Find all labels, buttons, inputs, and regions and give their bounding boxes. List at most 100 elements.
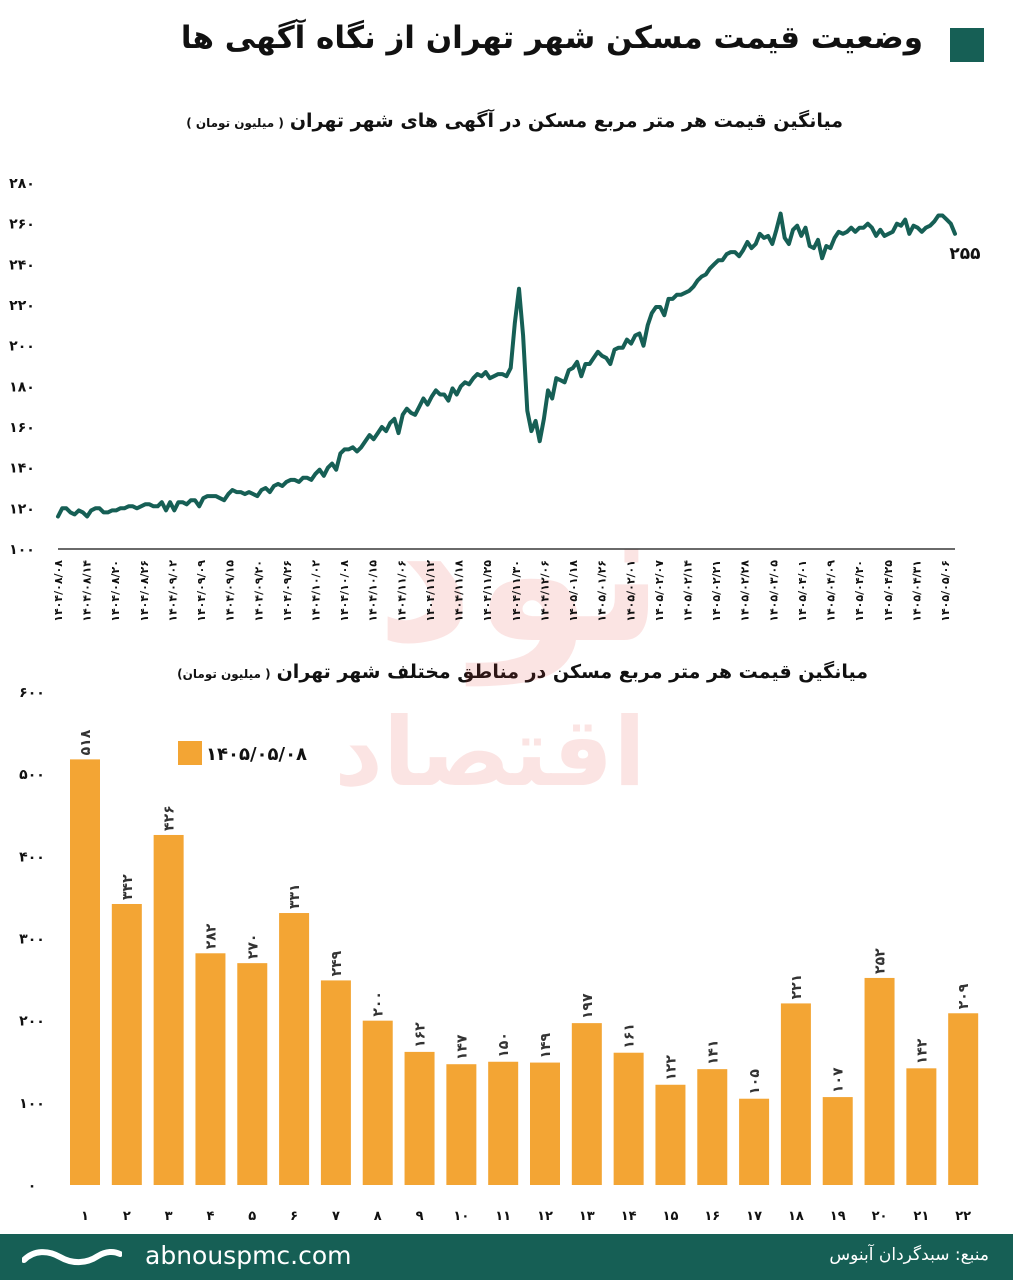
bar-region-22 <box>948 1013 979 1185</box>
line-x-tick-label: ۱۴۰۵/۰۲/۰۱ <box>624 560 637 622</box>
bar-region-21 <box>906 1068 937 1185</box>
bar-region-13 <box>571 1023 602 1185</box>
bar-category-label: ۹ <box>416 1209 424 1224</box>
watermark-text-bottom: اقتصاد <box>334 698 646 808</box>
line-x-tick-label: ۱۴۰۵/۰۲/۱۴ <box>681 560 694 622</box>
bar-category-label: ۷ <box>332 1209 340 1224</box>
bar-value-label: ۱۵۰ <box>496 1032 512 1058</box>
line-y-tick-label: ۱۶۰ <box>9 420 35 436</box>
line-x-tick-label: ۱۴۰۵/۰۱/۱۸ <box>567 560 580 622</box>
line-y-tick-label: ۲۲۰ <box>9 298 35 314</box>
line-x-tick-label: ۱۴۰۵/۰۲/۰۷ <box>653 560 666 622</box>
bar-chart-legend: ۱۴۰۵/۰۵/۰۸ <box>178 741 307 765</box>
bar-value-label: ۴۲۶ <box>162 805 178 831</box>
bar-region-17 <box>739 1098 770 1185</box>
bar-category-label: ۲۰ <box>872 1209 888 1224</box>
bar-value-label: ۲۵۲ <box>873 948 889 974</box>
line-x-tick-label: ۱۴۰۴/۱۰/۱۵ <box>367 560 380 622</box>
bar-chart-unit: ( میلیون تومان) <box>177 667 271 681</box>
line-x-tick-label: ۱۴۰۵/۰۴/۲۵ <box>882 560 895 622</box>
bar-region-3 <box>153 834 184 1185</box>
bar-value-label: ۲۷۰ <box>245 934 261 960</box>
bar-region-10 <box>446 1064 477 1185</box>
bar-category-label: ۱۵ <box>663 1209 679 1224</box>
line-x-tick-label: ۱۴۰۴/۱۱/۰۶ <box>395 560 408 622</box>
legend-swatch <box>178 741 202 765</box>
bar-region-6 <box>279 913 310 1185</box>
legend-label: ۱۴۰۵/۰۵/۰۸ <box>206 744 307 765</box>
bar-chart-axes: ۰ ۱۰۰ ۲۰۰ ۳۰۰ ۴۰۰ ۵۰۰ ۶۰۰ <box>19 685 45 1194</box>
bar-value-label: ۱۴۹ <box>538 1032 554 1058</box>
bar-y-tick-label: ۶۰۰ <box>19 685 45 701</box>
bar-region-8 <box>362 1020 393 1185</box>
bar-value-label: ۱۰۵ <box>747 1069 763 1095</box>
line-x-tick-label: ۱۴۰۴/۱۱/۳۰ <box>510 560 523 622</box>
source-credit: منبع: سبدگردان آبنوس <box>829 1245 989 1265</box>
bar-category-label: ۵ <box>248 1209 256 1224</box>
bar-region-20 <box>864 977 895 1185</box>
line-chart-title: میانگین قیمت هر متر مربع مسکن در آگهی ها… <box>186 110 843 132</box>
line-x-tick-label: ۱۴۰۴/۱۰/۰۲ <box>310 560 323 622</box>
wave-logo-icon <box>22 1248 122 1266</box>
line-y-tick-label: ۱۸۰ <box>9 379 35 395</box>
bar-chart-title: میانگین قیمت هر متر مربع مسکن در مناطق م… <box>177 661 868 683</box>
bar-y-tick-label: ۲۰۰ <box>19 1014 45 1030</box>
bar-category-label: ۱۸ <box>788 1209 804 1224</box>
line-x-tick-label: ۱۴۰۴/۰۸/۰۸ <box>52 560 65 622</box>
bar-value-label: ۱۲۲ <box>663 1055 679 1081</box>
line-chart-title-text: میانگین قیمت هر متر مربع مسکن در آگهی ها… <box>289 110 843 132</box>
line-chart-unit: ( میلیون تومان ) <box>186 116 284 130</box>
bar-value-label: ۲۲۱ <box>789 974 805 1000</box>
line-x-tick-label: ۱۴۰۴/۰۹/۲۰ <box>252 560 265 622</box>
watermark-text-top: نود <box>376 464 664 687</box>
bar-category-label: ۱۷ <box>746 1209 762 1224</box>
line-x-tick-label: ۱۴۰۵/۰۴/۳۱ <box>910 560 923 622</box>
line-x-tick-label: ۱۴۰۴/۰۸/۲۰ <box>109 560 122 622</box>
bar-region-14 <box>613 1052 644 1185</box>
line-x-tick-label: ۱۴۰۵/۰۲/۲۸ <box>739 560 752 622</box>
line-x-tick-label: ۱۴۰۴/۱۰/۰۸ <box>338 560 351 622</box>
line-x-tick-label: ۱۴۰۴/۱۲/۰۶ <box>538 560 551 622</box>
line-x-tick-label: ۱۴۰۵/۰۴/۰۹ <box>825 560 838 622</box>
bar-value-label: ۲۴۹ <box>329 950 345 976</box>
bar-value-label: ۲۰۹ <box>956 983 972 1009</box>
bar-value-label: ۱۴۱ <box>705 1040 721 1066</box>
bar-value-label: ۱۴۷ <box>454 1034 470 1060</box>
line-y-tick-label: ۲۴۰ <box>9 257 35 273</box>
bar-category-label: ۶ <box>290 1209 298 1224</box>
bar-y-tick-label: ۴۰۰ <box>19 849 45 865</box>
line-chart-series: ۲۵۵ <box>56 211 981 519</box>
line-y-tick-label: ۲۶۰ <box>9 217 35 233</box>
line-x-tick-label: ۱۴۰۵/۰۵/۰۶ <box>939 560 952 622</box>
line-x-tick-label: ۱۴۰۴/۱۱/۱۲ <box>424 560 437 622</box>
bar-region-7 <box>320 980 351 1185</box>
bar-region-12 <box>530 1062 560 1185</box>
title-accent-square <box>950 28 984 62</box>
bar-category-label: ۱ <box>81 1209 89 1224</box>
line-x-tick-label: ۱۴۰۵/۰۲/۲۱ <box>710 560 723 622</box>
bar-category-label: ۴ <box>206 1209 214 1224</box>
bar-y-tick-label: ۰ <box>28 1178 37 1194</box>
bar-category-label: ۲۱ <box>913 1209 929 1224</box>
bar-category-label: ۱۳ <box>579 1209 595 1224</box>
bar-value-label: ۲۰۰ <box>371 991 387 1017</box>
bar-y-tick-label: ۱۰۰ <box>19 1096 45 1112</box>
bar-value-label: ۱۶۲ <box>413 1022 429 1048</box>
bar-value-label: ۳۳۱ <box>287 883 303 909</box>
bar-region-1 <box>70 759 100 1185</box>
bar-category-label: ۱۶ <box>704 1209 720 1224</box>
bar-region-9 <box>404 1051 435 1185</box>
bar-category-label: ۲۲ <box>955 1209 971 1224</box>
website-link[interactable]: abnouspmc.com <box>145 1241 352 1270</box>
bar-y-tick-label: ۳۰۰ <box>19 932 45 948</box>
bar-category-label: ۳ <box>165 1209 173 1224</box>
bar-value-label: ۵۱۸ <box>78 729 94 755</box>
line-y-tick-label: ۱۲۰ <box>9 501 35 517</box>
bar-chart-title-text: میانگین قیمت هر متر مربع مسکن در مناطق م… <box>276 661 868 683</box>
line-y-tick-label: ۲۰۰ <box>9 339 35 355</box>
bar-category-label: ۲ <box>123 1209 131 1224</box>
bar-value-label: ۱۴۲ <box>914 1038 930 1064</box>
line-y-tick-label: ۱۴۰ <box>9 461 35 477</box>
line-x-tick-label: ۱۴۰۴/۰۸/۲۶ <box>138 560 151 622</box>
